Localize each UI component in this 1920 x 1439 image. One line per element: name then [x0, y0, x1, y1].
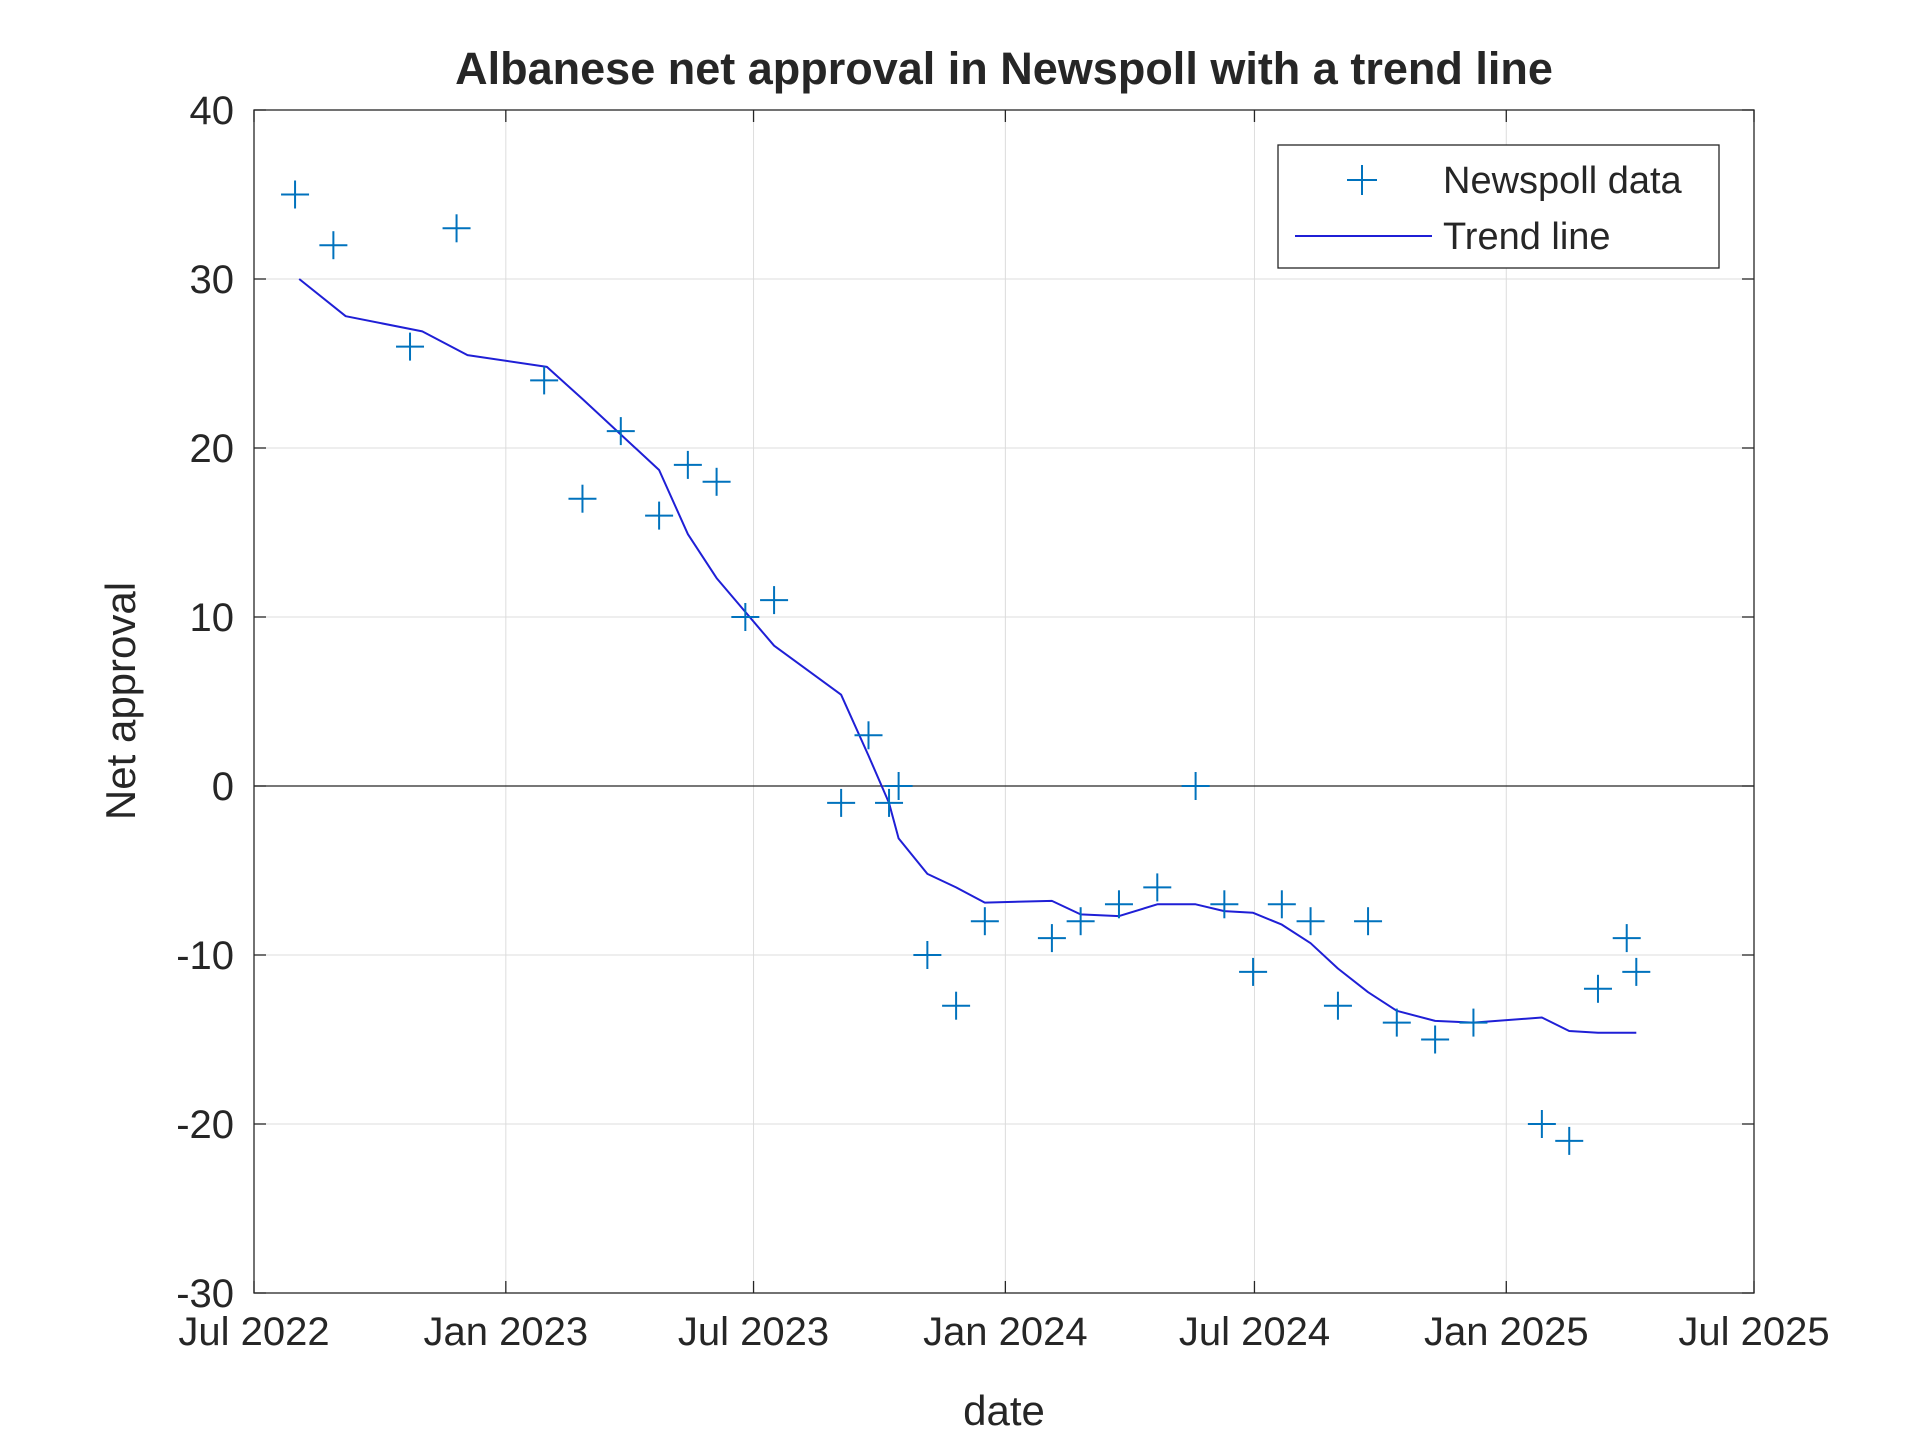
x-axis-label: date	[963, 1387, 1045, 1434]
x-tick-label: Jul 2025	[1678, 1310, 1829, 1354]
data-point	[1622, 957, 1651, 986]
data-point	[568, 484, 597, 513]
data-point	[1104, 890, 1133, 919]
data-point	[1181, 772, 1210, 800]
x-tick-label: Jul 2023	[678, 1310, 829, 1354]
data-point	[396, 332, 425, 361]
data-point	[673, 450, 702, 479]
data-point	[281, 180, 310, 209]
legend-label-trend: Trend line	[1443, 216, 1611, 258]
data-point	[942, 991, 971, 1020]
x-tick-label: Jan 2023	[424, 1310, 589, 1354]
data-markers-layer	[281, 180, 1651, 1155]
data-point	[1037, 924, 1066, 953]
trend-line-layer	[298, 278, 1637, 1034]
x-tick-label: Jul 2024	[1179, 1310, 1330, 1354]
data-point	[1527, 1110, 1556, 1138]
y-tick-label: 30	[190, 258, 235, 302]
grid	[254, 110, 1754, 1293]
data-point	[970, 907, 999, 936]
data-point	[702, 467, 731, 496]
data-point	[1583, 974, 1612, 1003]
chart-title: Albanese net approval in Newspoll with a…	[455, 43, 1553, 94]
data-point	[1066, 907, 1095, 936]
data-point	[760, 586, 789, 615]
data-point	[1612, 924, 1641, 953]
data-point	[913, 941, 942, 969]
legend-marker-icon	[1347, 165, 1377, 195]
data-point	[884, 772, 913, 800]
data-point	[319, 231, 348, 260]
data-point	[1354, 907, 1383, 936]
y-tick-label: -10	[176, 934, 234, 978]
y-tick-labels: 40 30 20 10 0 -10 -20 -30	[176, 89, 234, 1316]
data-point	[827, 788, 856, 817]
data-point	[731, 603, 760, 631]
x-tick-label: Jul 2022	[178, 1310, 329, 1354]
data-point	[1323, 991, 1352, 1020]
plot-area	[254, 110, 1754, 1293]
data-point	[1421, 1025, 1450, 1054]
data-point	[1210, 890, 1239, 919]
data-point	[854, 721, 883, 750]
x-tick-label: Jan 2024	[923, 1310, 1088, 1354]
data-point	[606, 417, 635, 446]
axes-box	[253, 109, 1755, 1294]
y-tick-label: 40	[190, 89, 235, 133]
data-point	[530, 366, 559, 395]
y-tick-label: -30	[176, 1272, 234, 1316]
data-point	[1143, 873, 1172, 902]
y-axis-label: Net approval	[97, 582, 144, 820]
data-point	[442, 214, 471, 243]
y-tick-label: 20	[190, 427, 235, 471]
trend-line	[298, 278, 1637, 1034]
data-point	[1382, 1008, 1411, 1037]
y-tick-label: 10	[190, 596, 235, 640]
legend: Newspoll data Trend line	[1277, 144, 1720, 269]
data-point	[1267, 890, 1296, 919]
data-point	[1555, 1126, 1584, 1155]
y-tick-label: -20	[176, 1103, 234, 1147]
data-point	[875, 788, 904, 817]
data-point	[1239, 957, 1268, 986]
legend-label-newspoll: Newspoll data	[1443, 160, 1683, 202]
x-tick-label: Jan 2025	[1424, 1310, 1589, 1354]
y-tick-label: 0	[212, 765, 234, 809]
data-point	[1459, 1008, 1488, 1037]
data-point	[645, 501, 674, 530]
data-point	[1296, 907, 1325, 936]
legend-box	[1277, 144, 1720, 269]
x-tick-labels: Jul 2022 Jan 2023 Jul 2023 Jan 2024 Jul 2024…	[178, 1310, 1829, 1354]
